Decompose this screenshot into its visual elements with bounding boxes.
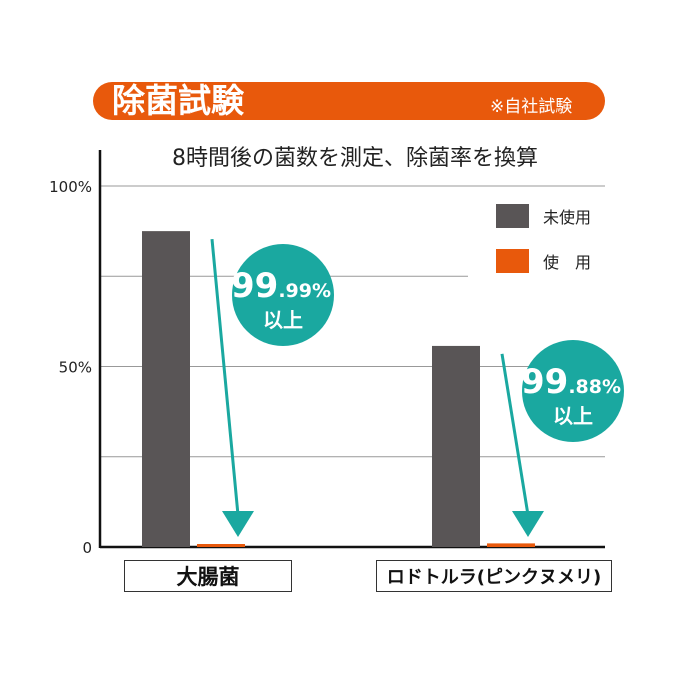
legend-item-used: 使 用 <box>496 249 591 273</box>
annotation-badge <box>522 340 624 442</box>
arrow-line <box>500 353 530 516</box>
y-tick-label: 0 <box>82 539 92 557</box>
bar <box>142 231 190 547</box>
legend-item-unused: 未使用 <box>496 204 591 228</box>
legend-swatch <box>496 249 529 273</box>
arrow-line <box>210 238 240 516</box>
annotation-suffix: 以上 <box>263 308 303 332</box>
annotation-value: 99.88% <box>521 362 621 402</box>
y-tick-label: 100% <box>49 178 92 196</box>
bar <box>197 544 245 547</box>
arrow-head <box>512 511 544 537</box>
arrow-head <box>222 511 254 537</box>
legend-label: 未使用 <box>543 208 592 227</box>
annotation-badge <box>232 244 334 346</box>
category-label-rhodotorula: ロドトルラ(ピンクヌメリ) <box>376 560 612 592</box>
bar <box>487 543 535 547</box>
legend-label: 使 用 <box>543 253 592 272</box>
annotation-suffix: 以上 <box>553 404 593 428</box>
legend-swatch <box>496 204 529 228</box>
title-banner <box>93 82 605 120</box>
annotation-value: 99.99% <box>231 266 331 306</box>
y-tick-label: 50% <box>59 359 92 377</box>
bar <box>432 345 480 547</box>
chart-title: 8時間後の菌数を測定、除菌率を換算 <box>172 146 538 171</box>
banner-note: ※自社試験 <box>490 97 573 117</box>
category-label-ecoli: 大腸菌 <box>124 560 292 592</box>
banner-title: 除菌試験 <box>112 81 244 120</box>
